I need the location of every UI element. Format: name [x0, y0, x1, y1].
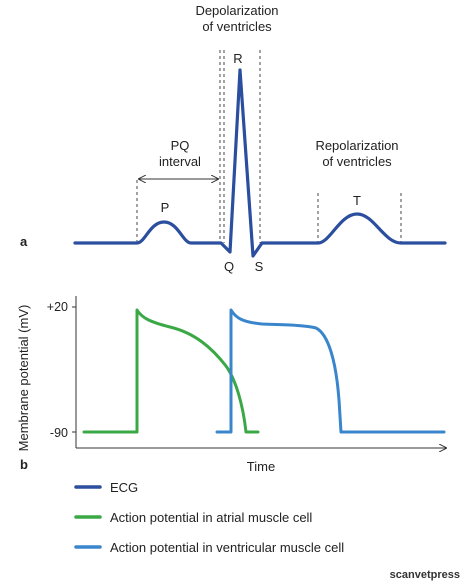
ventricular-action-potential-trace — [215, 308, 446, 434]
x-axis-label: Time — [247, 459, 275, 474]
repolarization-label-line1: Repolarization — [315, 138, 398, 153]
t-wave-label: T — [353, 193, 361, 208]
y-axis-label: Membrane potential (mV) — [16, 305, 31, 452]
atrial-action-potential-trace — [82, 308, 260, 434]
pq-label-line1: PQ — [171, 138, 190, 153]
ecg-trace — [73, 68, 447, 258]
y-tick-label-bottom: -90 — [50, 426, 68, 440]
depolarization-label-line2: of ventricles — [202, 19, 272, 34]
pq-label-line2: interval — [159, 154, 201, 169]
watermark: scanvetpress — [390, 569, 460, 581]
repolarization-label-line2: of ventricles — [322, 154, 392, 169]
panel-a-label: a — [20, 234, 28, 249]
p-wave-label: P — [161, 200, 170, 215]
legend-label-atrial: Action potential in atrial muscle cell — [110, 510, 312, 525]
y-tick-label-top: +20 — [47, 300, 68, 314]
legend-label-ecg: ECG — [110, 480, 138, 495]
r-wave-label: R — [233, 51, 242, 66]
panel-b-label: b — [20, 457, 28, 472]
s-wave-label: S — [255, 259, 264, 274]
depolarization-label-line1: Depolarization — [195, 3, 278, 18]
q-wave-label: Q — [224, 259, 234, 274]
legend-label-ventricular: Action potential in ventricular muscle c… — [110, 540, 344, 555]
